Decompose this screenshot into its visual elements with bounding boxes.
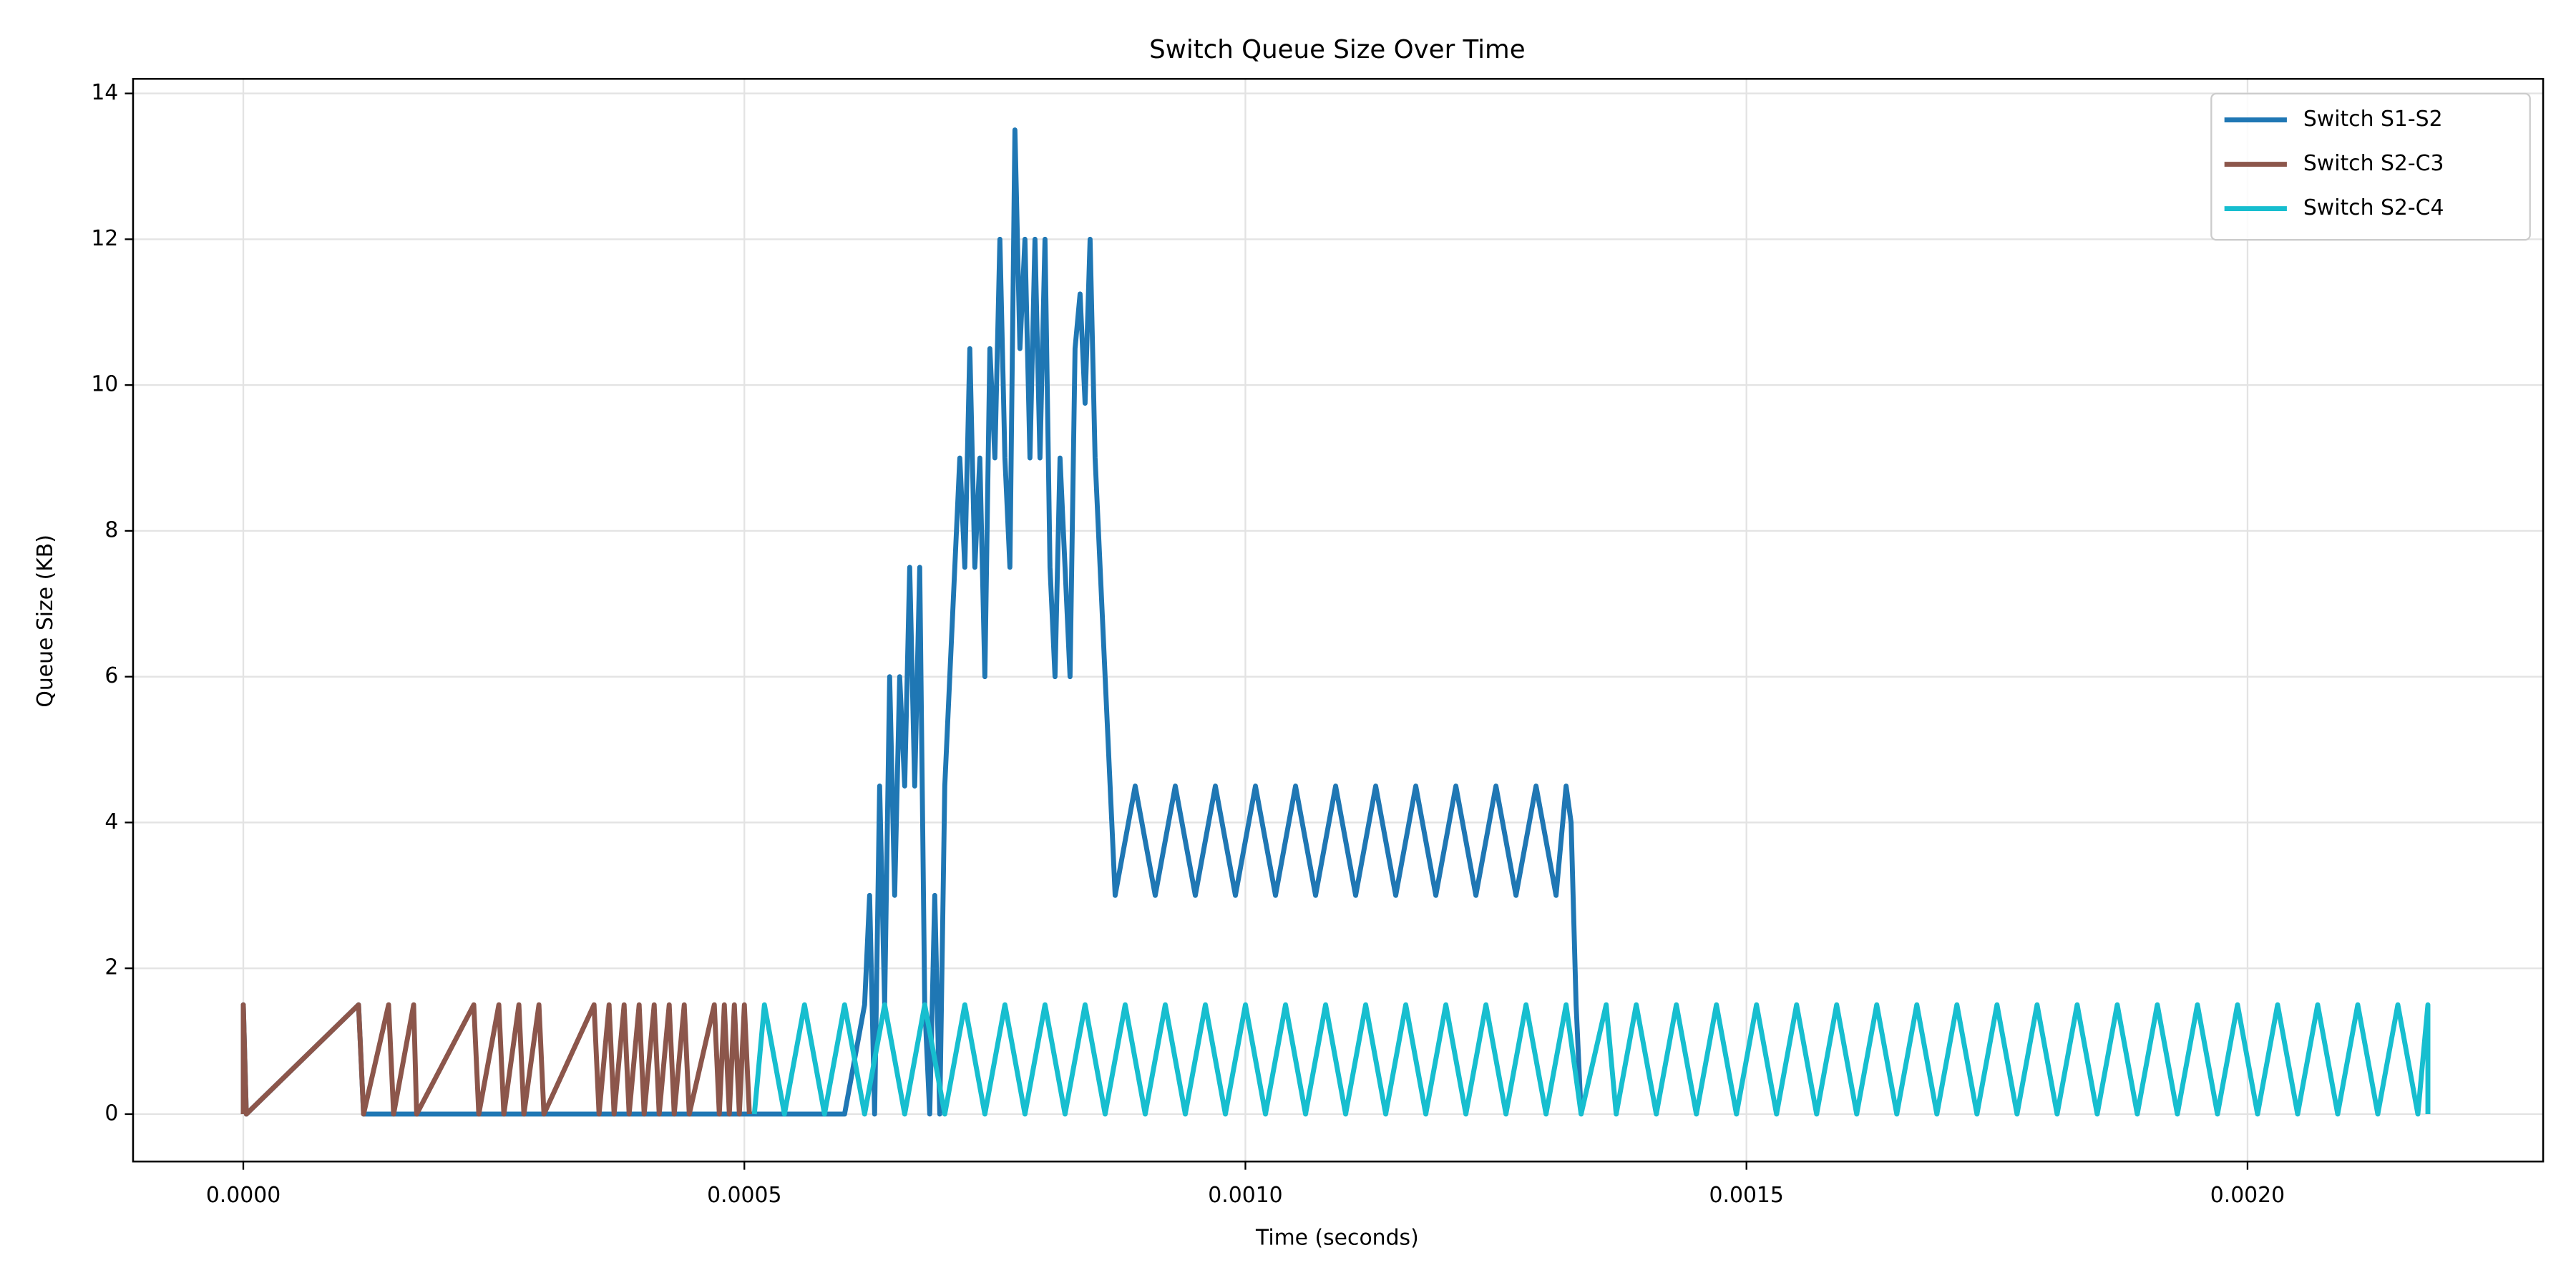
plot-area (240, 127, 2431, 1117)
chart-title: Switch Queue Size Over Time (1149, 35, 1525, 64)
x-tick-label: 0.0010 (1208, 1183, 1282, 1208)
legend-label: Switch S2-C4 (2303, 195, 2444, 220)
x-tick-label: 0.0000 (206, 1183, 280, 1208)
x-tick-label: 0.0015 (1709, 1183, 1784, 1208)
series-line (751, 1002, 2431, 1117)
y-tick-label: 12 (91, 226, 118, 251)
y-tick-label: 0 (104, 1101, 118, 1126)
y-tick-label: 10 (91, 372, 118, 397)
legend-box (2210, 92, 2531, 241)
series-line (240, 1002, 752, 1117)
y-tick-label: 8 (104, 517, 118, 542)
series-line (240, 127, 1584, 1117)
y-tick-label: 6 (104, 663, 118, 688)
legend-label: Switch S2-C3 (2303, 151, 2444, 176)
y-tick-label: 2 (104, 955, 118, 980)
x-axis-label: Time (seconds) (1255, 1226, 1419, 1251)
grid (132, 79, 2544, 1162)
y-tick-label: 14 (91, 80, 118, 105)
legend-label: Switch S1-S2 (2303, 107, 2443, 132)
axes-frame (132, 77, 2545, 1163)
x-tick-label: 0.0005 (707, 1183, 781, 1208)
y-axis-label: Queue Size (KB) (33, 535, 58, 707)
x-tick-label: 0.0020 (2210, 1183, 2285, 1208)
legend: Switch S1-S2 Switch S2-C3 Switch S2-C4 (2210, 92, 2531, 241)
y-tick-label: 4 (104, 809, 118, 834)
